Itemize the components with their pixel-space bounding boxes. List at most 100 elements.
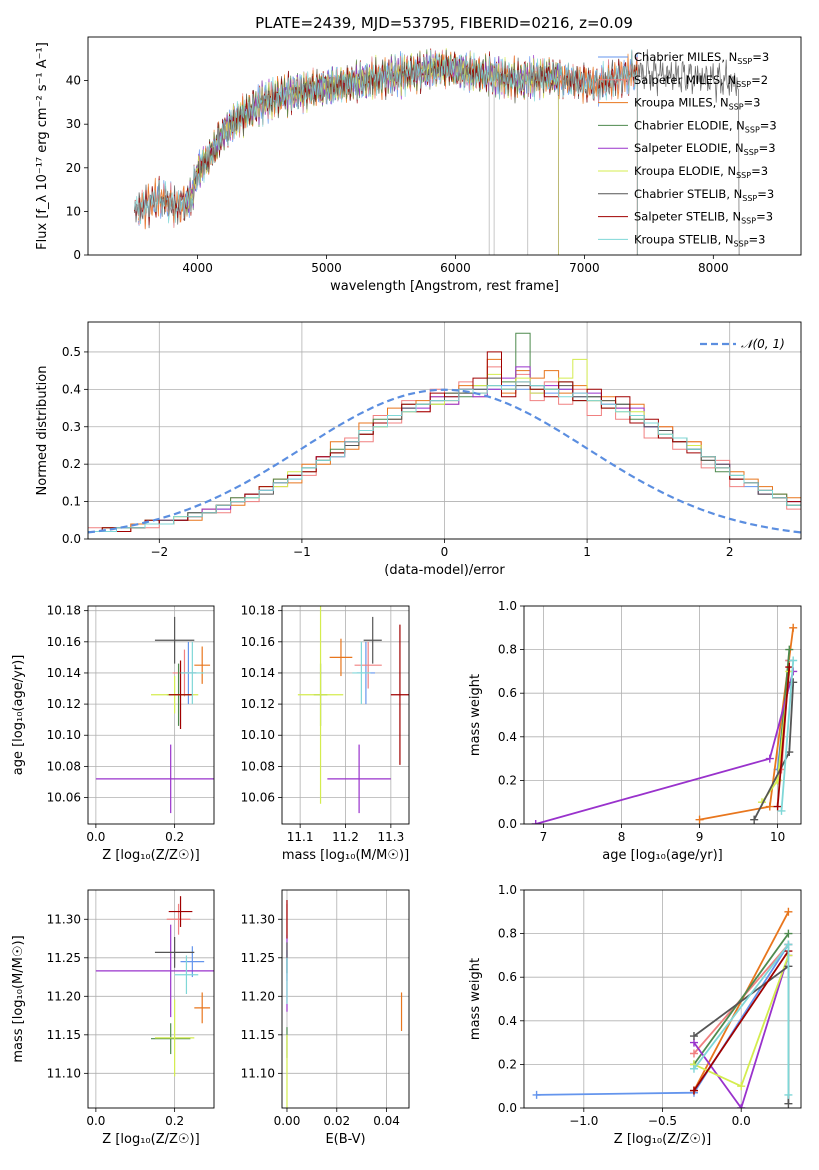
x-tick-label: 0: [441, 545, 449, 559]
histogram-step: [88, 381, 801, 532]
x-tick-label: 10: [770, 830, 785, 844]
y-tick-label: 0.5: [62, 345, 81, 359]
y-tick-label: 0.0: [498, 1101, 517, 1115]
x-axis-label: mass [log₁₀(M/M☉)]: [282, 848, 409, 863]
y-tick-label: 11.15: [241, 1028, 275, 1042]
weight-marker: [532, 1090, 541, 1099]
y-tick-label: 0.8: [498, 643, 517, 657]
legend-entry: Salpeter ELODIE, NSSP=3: [634, 141, 776, 157]
weight-marker: [765, 802, 774, 811]
legend-entry: Salpeter STELIB, NSSP=3: [634, 210, 773, 226]
y-tick-label: 0.4: [498, 1014, 517, 1028]
weight-marker: [689, 1032, 698, 1041]
x-axis-label: E(B-V): [325, 1132, 365, 1147]
legend-label: Chabrier MILES: [634, 50, 721, 64]
weight-line: [693, 950, 790, 1092]
legend-nssp-value: =3: [744, 96, 761, 110]
x-axis-label: (data-model)/error: [384, 563, 505, 578]
y-tick-label: 11.10: [241, 1066, 275, 1080]
weight-line: [693, 955, 790, 1108]
grid-lines: [88, 890, 214, 1108]
x-axis-label: Z [log₁₀(Z/Z☉)]: [102, 1132, 199, 1147]
y-tick-label: 0.6: [498, 686, 517, 700]
x-tick-label: 8: [618, 830, 626, 844]
weight-marker: [784, 929, 793, 938]
y-tick-label: 10.10: [241, 728, 275, 742]
y-tick-label: 10.18: [241, 604, 275, 618]
plot-frame: [87, 889, 215, 1109]
plot-frame: [281, 605, 410, 825]
grid-lines: [282, 606, 409, 824]
plot-frame: [523, 889, 802, 1109]
plot-frame: [87, 321, 802, 540]
x-tick-label: 5000: [311, 261, 342, 275]
legend-nssp-sub: SSP: [736, 171, 751, 180]
x-tick-label: 8000: [698, 261, 729, 275]
y-tick-label: 0.4: [498, 730, 517, 744]
weight-marker: [695, 815, 704, 824]
legend-label: Chabrier STELIB: [634, 187, 726, 201]
weight-lines: [531, 623, 798, 824]
weight-marker: [750, 815, 759, 824]
y-tick-label: 20: [66, 161, 81, 175]
error-bars: [95, 896, 214, 1077]
y-tick-label: 11.20: [47, 989, 81, 1003]
age-vs-mass-panel: 11.1 11.2 11.3 10.06 10.08 10.10 10.12 10.14 10.…: [241, 604, 410, 863]
x-tick-label: 1: [583, 545, 591, 559]
y-tick-label: 11.25: [241, 951, 275, 965]
legend-nssp-sub: SSP: [744, 148, 759, 157]
weight-line: [780, 660, 795, 811]
y-tick-label: 10.16: [241, 635, 275, 649]
legend-nssp-sub: SSP: [742, 194, 757, 203]
weight-marker: [789, 623, 798, 632]
legend-nssp-prefix: , N: [728, 141, 744, 155]
y-tick-label: 0.2: [62, 457, 81, 471]
legend-nssp-value: =3: [757, 187, 774, 201]
weight-marker: [789, 678, 798, 687]
spectrum-panel: 4000 5000 6000 7000 8000 0 10 20 30 40 wavelength …: [35, 36, 802, 294]
legend-label: Kroupa STELIB: [634, 232, 718, 246]
legend-nssp-prefix: , N: [713, 96, 729, 110]
legend-nssp-prefix: , N: [720, 73, 736, 87]
legend-nssp-sub: SSP: [737, 57, 752, 66]
weight-line: [693, 933, 790, 1065]
residuals-panel: −2 −1 0 1 2 0.0 0.1 0.2 0.3 0.4 0.5 (data-model)/er…: [35, 321, 802, 578]
y-tick-label: 10.14: [47, 666, 81, 680]
weight-vs-metallicity-panel: −1.0 −0.5 0.0 0.0 0.2 0.4 0.6 0.8 1.0 Z [log₁₀(Z/…: [468, 883, 802, 1147]
y-tick-label: 30: [66, 117, 81, 131]
x-tick-label: −2: [150, 545, 168, 559]
x-tick-label: 4000: [182, 261, 213, 275]
y-axis-label: mass [log₁₀(M/M☉)]: [11, 935, 26, 1062]
grid-lines: [88, 606, 214, 824]
legend-entry: Kroupa STELIB, NSSP=3: [634, 232, 765, 248]
x-tick-label: −0.5: [648, 1114, 677, 1128]
y-tick-label: 11.30: [47, 912, 81, 926]
x-tick-label: 11.2: [332, 830, 359, 844]
legend-entry: Chabrier MILES, NSSP=3: [634, 50, 769, 66]
y-axis-label: Normed distribution: [35, 366, 50, 496]
y-axis-label: Flux [f_λ 10⁻¹⁷ erg cm⁻² s⁻¹ A⁻¹]: [35, 42, 50, 250]
y-tick-label: 11.20: [241, 989, 275, 1003]
mass-vs-ebv-panel: 0.00 0.02 0.04 11.10 11.15 11.20 11.25 11.30 E(B…: [241, 889, 410, 1147]
figure-title: PLATE=2439, MJD=53795, FIBERID=0216, z=0…: [255, 14, 633, 32]
histogram-step: [88, 385, 801, 532]
legend-nssp-value: =3: [759, 141, 776, 155]
y-tick-label: 10.08: [241, 759, 275, 773]
x-tick-label: 2: [726, 545, 734, 559]
y-tick-label: 11.30: [241, 912, 275, 926]
plot-frame: [281, 889, 410, 1109]
legend-entry: Kroupa ELODIE, NSSP=3: [634, 164, 768, 180]
y-tick-label: 11.15: [47, 1028, 81, 1042]
spectrum-lines: [134, 48, 740, 255]
weight-line: [776, 666, 791, 807]
legend-nssp-value: =3: [760, 118, 777, 132]
legend-entry: Kroupa MILES, NSSP=3: [634, 96, 761, 112]
y-tick-label: 0.0: [62, 532, 81, 546]
y-tick-label: 0.2: [498, 1057, 517, 1071]
x-tick-label: 11.1: [287, 830, 314, 844]
y-tick-label: 10.12: [47, 697, 81, 711]
x-tick-label: −1: [293, 545, 311, 559]
legend-entry: Salpeter MILES, NSSP=2: [634, 73, 768, 89]
